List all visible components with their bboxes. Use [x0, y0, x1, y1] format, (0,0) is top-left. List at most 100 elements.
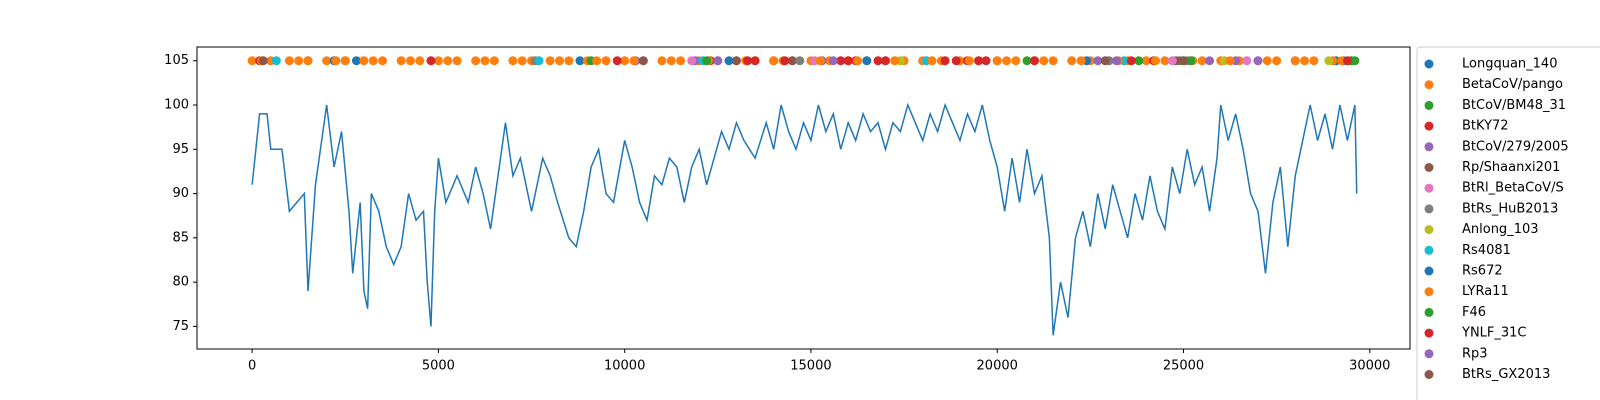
scatter-point	[508, 56, 518, 66]
scatter-point	[331, 56, 341, 66]
scatter-point	[378, 56, 388, 66]
scatter-point	[787, 56, 797, 66]
scatter-point	[815, 56, 825, 66]
legend-marker	[1424, 100, 1434, 110]
scatter-point	[1076, 56, 1086, 66]
scatter-point	[940, 56, 950, 66]
legend-marker	[1424, 266, 1434, 276]
scatter-point	[517, 56, 527, 66]
scatter-point	[426, 56, 436, 66]
legend-label: BtRs_GX2013	[1462, 367, 1550, 382]
scatter-point	[1253, 56, 1263, 66]
scatter-point	[1029, 56, 1039, 66]
x-tick-label: 5000	[422, 359, 455, 374]
scatter-point	[927, 56, 937, 66]
axes-frame	[196, 46, 1411, 350]
scatter-point	[1002, 56, 1012, 66]
scatter-point	[480, 56, 490, 66]
scatter-point	[629, 56, 639, 66]
scatter-point	[340, 56, 350, 66]
legend-marker	[1424, 225, 1434, 235]
scatter-point	[1342, 56, 1352, 66]
scatter-point	[545, 56, 555, 66]
y-tick-label: 105	[164, 53, 189, 68]
scatter-point	[351, 56, 361, 66]
scatter-point	[433, 56, 443, 66]
scatter-point	[601, 56, 611, 66]
legend-marker	[1424, 328, 1434, 338]
scatter-point	[687, 56, 697, 66]
legend-label: BtRs_HuB2013	[1462, 201, 1558, 216]
legend-marker	[1424, 121, 1434, 131]
scatter-point	[964, 56, 974, 66]
scatter-point	[1262, 56, 1272, 66]
scatter-point	[1272, 56, 1282, 66]
scatter-point	[575, 56, 585, 66]
scatter-point	[873, 56, 883, 66]
scatter-point	[981, 56, 991, 66]
scatter-point	[471, 56, 481, 66]
scatter-point	[890, 56, 900, 66]
scatter-point	[1093, 56, 1103, 66]
y-tick-label: 95	[172, 142, 189, 157]
legend-label: Rs4081	[1462, 243, 1511, 258]
scatter-point	[1197, 56, 1207, 66]
x-tick-label: 30000	[1349, 359, 1390, 374]
scatter-point	[1141, 56, 1151, 66]
scatter-point	[564, 56, 574, 66]
x-tick-label: 15000	[790, 359, 831, 374]
legend-label: F46	[1462, 305, 1486, 320]
scatter-point	[271, 56, 281, 66]
legend-label: BtRl_BetaCoV/S	[1462, 181, 1564, 196]
scatter-point	[1205, 56, 1215, 66]
legend-marker	[1424, 370, 1434, 379]
scatter-point	[592, 56, 602, 66]
scatter-point	[1111, 56, 1121, 66]
legend-label: LYRa11	[1462, 284, 1509, 299]
scatter-point	[294, 56, 304, 66]
legend-label: Anlong_103	[1462, 222, 1539, 237]
scatter-point	[702, 56, 712, 66]
scatter-point	[284, 56, 294, 66]
legend-marker	[1424, 245, 1434, 255]
legend-marker	[1424, 163, 1434, 172]
scatter-point	[951, 56, 961, 66]
scatter-point	[534, 56, 544, 66]
scatter-point	[1225, 56, 1235, 66]
scatter-point	[620, 56, 630, 66]
scatter-point	[1011, 56, 1021, 66]
y-tick-label: 80	[172, 275, 189, 290]
scatter-point	[1167, 56, 1177, 66]
scatter-point	[1290, 56, 1300, 66]
scatter-point	[1126, 56, 1136, 66]
scatter-point	[415, 56, 425, 66]
legend-marker	[1424, 59, 1434, 69]
legend-marker	[1424, 80, 1434, 90]
legend-label: YNLF_31C	[1461, 326, 1527, 341]
legend-label: Rs672	[1462, 264, 1503, 279]
scatter-point	[731, 56, 741, 66]
scatter-point	[489, 56, 499, 66]
y-tick-label: 100	[164, 98, 189, 113]
scatter-point	[443, 56, 453, 66]
scatter-point	[795, 56, 805, 66]
scatter-point	[1067, 56, 1077, 66]
legend-label: BtCoV/BM48_31	[1462, 98, 1566, 113]
scatter-point	[368, 56, 378, 66]
legend-box	[1416, 46, 1600, 400]
scatter-point	[750, 56, 760, 66]
legend-marker	[1424, 183, 1434, 193]
scatter-point	[452, 56, 462, 66]
scatter-point	[396, 56, 406, 66]
scatter-point	[1048, 56, 1058, 66]
scatter-point	[1242, 56, 1252, 66]
line	[251, 102, 1358, 336]
scatter-point	[836, 56, 846, 66]
scatter-point	[862, 56, 872, 66]
scatter-point	[780, 56, 790, 66]
scatter-point	[828, 56, 838, 66]
x-tick-label: 20000	[977, 359, 1018, 374]
legend-marker	[1424, 287, 1434, 297]
scatter-point	[1186, 56, 1196, 66]
